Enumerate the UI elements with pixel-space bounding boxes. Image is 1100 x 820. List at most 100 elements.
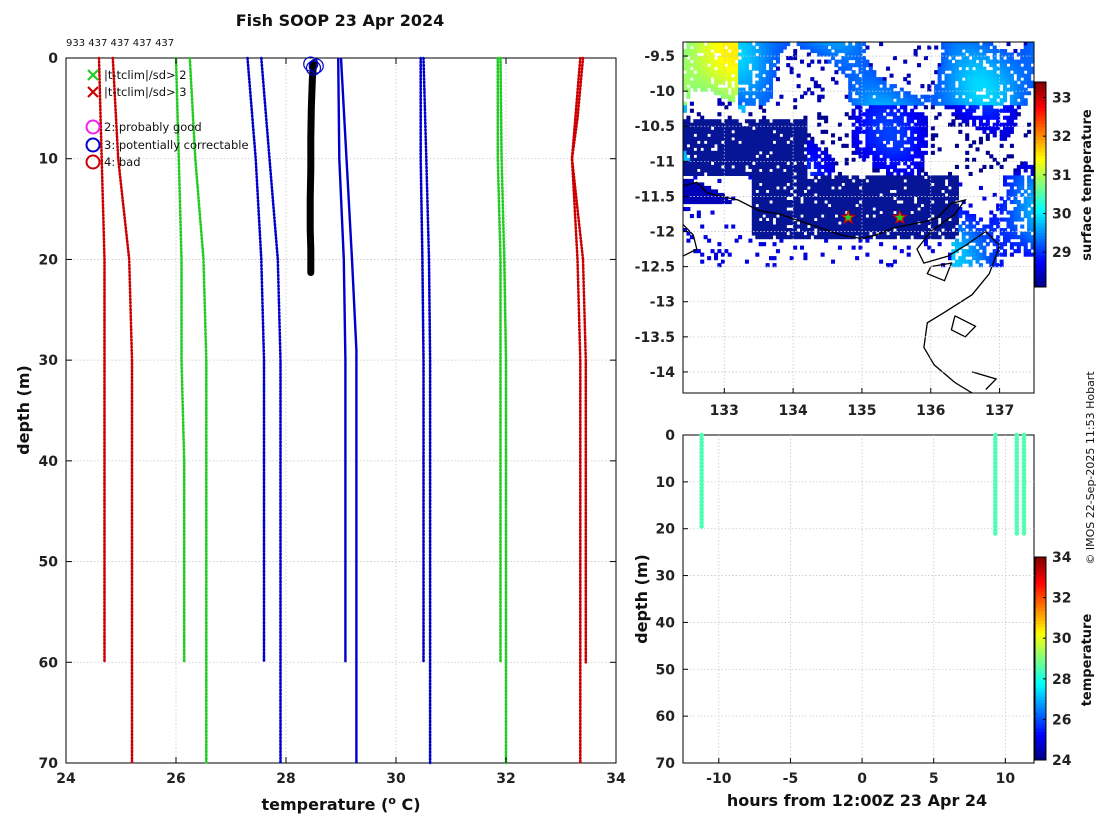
map-sst-cell	[889, 129, 894, 134]
map-sst-cell	[772, 175, 777, 180]
map-sst-cell	[700, 42, 705, 47]
map-sst-cell	[861, 207, 866, 212]
map-sst-cell	[700, 140, 705, 145]
map-sst-cell	[827, 164, 832, 170]
map-sst-cell	[765, 143, 770, 148]
map-sst-cell	[775, 45, 780, 50]
map-sst-cell	[1023, 59, 1028, 64]
time-depth-colorbar-segment	[1035, 718, 1046, 723]
map-sst-cell	[903, 91, 908, 96]
map-sst-cell	[748, 87, 753, 92]
map-sst-cell	[1030, 207, 1034, 212]
map-sst-cell	[868, 196, 873, 201]
map-sst-cell	[868, 112, 873, 117]
map-sst-cell	[800, 119, 805, 124]
map-sst-cell	[769, 157, 774, 162]
map-sst-cell	[1020, 203, 1025, 208]
map-sst-cell	[886, 87, 891, 92]
map-sst-cell	[989, 217, 994, 222]
map-y-tick-label: -10.5	[635, 119, 675, 135]
map-sst-cell	[961, 84, 966, 89]
map-colorbar-segment	[1035, 203, 1046, 208]
map-sst-cell	[810, 171, 815, 177]
map-sst-cell	[948, 87, 953, 92]
map-sst-cell	[948, 45, 953, 50]
map-sst-cell	[978, 217, 983, 222]
map-sst-cell	[999, 108, 1004, 113]
map-sst-cell	[693, 77, 698, 82]
map-colorbar-segment	[1035, 210, 1046, 214]
map-sst-cell	[700, 182, 705, 187]
profile-x-tick-label: 32	[496, 771, 515, 787]
map-sst-cell	[755, 87, 760, 92]
map-sst-cell	[1023, 168, 1028, 173]
map-sst-cell	[810, 224, 815, 229]
map-sst-cell	[844, 182, 849, 187]
map-sst-cell	[917, 231, 922, 236]
map-sst-cell	[810, 182, 815, 187]
map-sst-cell	[1030, 42, 1034, 47]
map-sst-cell	[948, 256, 953, 261]
map-sst-cell	[954, 192, 959, 198]
map-sst-cell	[1013, 189, 1018, 194]
map-sst-cell	[751, 168, 756, 173]
map-sst-cell	[1009, 231, 1014, 236]
map-sst-cell	[738, 143, 743, 148]
map-sst-cell	[731, 140, 736, 145]
map-sst-cell	[748, 126, 753, 131]
map-sst-cell	[1027, 129, 1032, 134]
map-sst-cell	[779, 49, 784, 54]
map-sst-cell	[710, 87, 715, 92]
map-sst-cell	[920, 119, 925, 124]
map-sst-cell	[934, 182, 939, 187]
map-sst-cell	[689, 101, 694, 106]
map-sst-cell	[917, 217, 922, 222]
map-x-tick-label: 133	[710, 403, 739, 419]
map-sst-cell	[865, 252, 870, 257]
map-sst-cell	[1003, 70, 1008, 75]
map-sst-cell	[686, 164, 691, 170]
map-sst-cell	[975, 101, 980, 106]
time-depth-colorbar-segment	[1035, 715, 1046, 720]
map-sst-cell	[813, 80, 818, 85]
map-sst-cell	[937, 210, 942, 215]
map-sst-cell	[720, 196, 725, 201]
map-sst-cell	[844, 52, 849, 57]
map-sst-cell	[744, 259, 749, 264]
map-sst-cell	[906, 210, 911, 215]
map-sst-cell	[1020, 101, 1025, 106]
map-sst-cell	[972, 52, 977, 57]
map-sst-cell	[817, 196, 822, 201]
map-sst-cell	[875, 235, 880, 240]
map-sst-cell	[738, 98, 743, 103]
map-sst-cell	[738, 59, 743, 64]
map-sst-cell	[855, 189, 860, 194]
map-sst-cell	[710, 210, 715, 215]
map-sst-cell	[855, 101, 860, 106]
map-sst-cell	[834, 235, 839, 240]
map-sst-cell	[944, 66, 949, 71]
time-depth-colorbar-segment	[1035, 604, 1046, 609]
map-sst-cell	[686, 185, 691, 191]
map-sst-cell	[996, 161, 1001, 166]
map-sst-cell	[1020, 70, 1025, 75]
map-sst-cell	[872, 164, 877, 170]
map-sst-cell	[899, 87, 904, 92]
map-sst-cell	[999, 217, 1004, 222]
map-sst-cell	[855, 217, 860, 222]
map-sst-cell	[1027, 45, 1032, 50]
map-sst-cell	[793, 214, 798, 219]
map-sst-cell	[817, 231, 822, 236]
map-sst-cell	[744, 91, 749, 96]
map-sst-cell	[958, 87, 963, 92]
map-sst-cell	[954, 66, 959, 71]
map-sst-cell	[834, 196, 839, 201]
map-sst-cell	[855, 98, 860, 103]
map-sst-cell	[793, 203, 798, 208]
map-sst-cell	[803, 168, 808, 173]
map-sst-cell	[844, 56, 849, 61]
map-sst-cell	[920, 129, 925, 134]
map-sst-cell	[996, 263, 1001, 268]
map-sst-cell	[992, 73, 997, 78]
map-sst-cell	[944, 228, 949, 233]
